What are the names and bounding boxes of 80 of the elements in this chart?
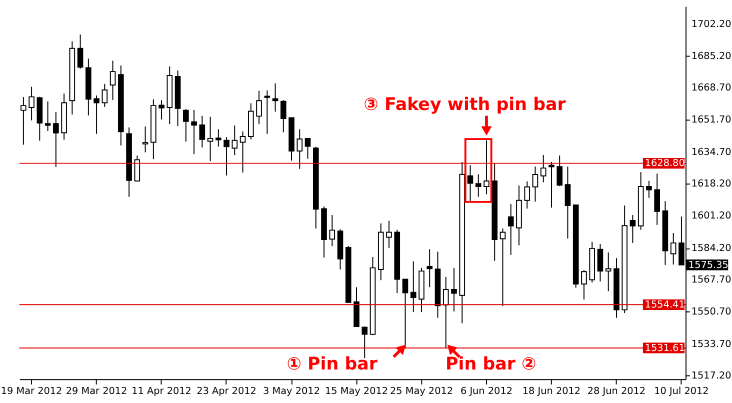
candlestick (20, 96, 26, 146)
candlestick (597, 244, 604, 282)
annotation: Pin bar ② (446, 354, 536, 374)
candlestick (304, 138, 311, 160)
candlestick (256, 90, 262, 125)
y-tick-label: 1702.20 (691, 18, 732, 30)
candlestick (646, 180, 652, 198)
x-tick-label: 15 May 2012 (324, 386, 388, 398)
candlestick (508, 203, 514, 256)
candlestick (77, 34, 84, 70)
y-tick-label: 1685.20 (691, 51, 732, 62)
candlestick (500, 228, 506, 306)
candlestick (581, 270, 587, 300)
candlestick (386, 220, 392, 248)
candlestick (142, 126, 148, 153)
candlestick (110, 60, 116, 101)
candlestick (183, 108, 189, 142)
candlestick (102, 83, 108, 108)
candlestick (207, 116, 214, 162)
x-tick-label: 25 May 2012 (390, 386, 454, 398)
x-tick-label: 10 Jul 2012 (654, 386, 709, 398)
candlestick (53, 112, 59, 168)
candlestick (451, 267, 457, 312)
candlestick (605, 252, 612, 292)
x-tick-label: 18 Jun 2012 (522, 386, 581, 398)
y-tick-label: 1517.20 (691, 370, 732, 382)
y-tick-label: 1550.70 (691, 306, 732, 318)
candlestick (44, 100, 51, 132)
candlestick (540, 154, 546, 183)
candlestick (134, 155, 140, 182)
candlestick (329, 214, 336, 247)
y-tick-label: 1567.70 (691, 274, 732, 286)
y-tick-label: 1634.70 (691, 147, 732, 158)
candlestick (532, 166, 538, 202)
candlestick (410, 260, 416, 313)
candlestick (484, 140, 490, 195)
text: 1575.35 (688, 260, 728, 271)
candlestick (442, 276, 449, 350)
y-tick-label: 1601.20 (691, 210, 732, 222)
y-tick-label: 1533.70 (691, 338, 732, 350)
y-tick-label: 1651.70 (691, 114, 732, 126)
x-tick-label: 11 Apr 2012 (132, 386, 192, 398)
x-tick-label: 29 Mar 2012 (66, 386, 128, 398)
annotation: ③ Fakey with pin bar (364, 94, 566, 115)
ref-line-label: 1628.80 (644, 158, 685, 170)
candlestick (524, 180, 530, 210)
ref-line-label: 1554.41 (644, 300, 685, 311)
candlestick (264, 90, 270, 134)
candlestick (215, 128, 222, 148)
candlestick (296, 128, 303, 170)
candlestick (670, 232, 676, 266)
candlestick (232, 125, 238, 156)
candlestick (191, 109, 197, 155)
annotation: ① Pin bar (286, 354, 378, 374)
candlestick (556, 155, 563, 187)
x-tick-label: 23 Apr 2012 (196, 386, 256, 398)
candlestick (28, 86, 34, 121)
y-tick-label: 1668.70 (691, 82, 732, 94)
x-tick-label: 6 Jun 2012 (460, 386, 513, 398)
candlestick (224, 136, 230, 176)
candlestick (272, 82, 278, 112)
x-tick-label: 19 Mar 2012 (0, 386, 62, 398)
x-tick-label: 28 Jun 2012 (587, 386, 646, 398)
candlestick (630, 214, 636, 244)
candlestick (402, 278, 408, 350)
y-tick-label: 1584.20 (691, 242, 732, 254)
candlestick (94, 95, 100, 134)
candlestick (158, 100, 164, 120)
candlestick (467, 164, 474, 202)
y-tick-label: 1618.20 (691, 178, 732, 190)
candlestick (548, 162, 554, 208)
candlestick (240, 130, 246, 174)
candlestick (280, 100, 286, 133)
ref-line-label: 1531.61 (644, 342, 685, 354)
candlestick (199, 115, 206, 148)
candlestick (564, 166, 571, 240)
candlestick (654, 173, 660, 226)
x-tick-label: 3 May 2012 (263, 386, 320, 398)
candlestick (475, 174, 482, 198)
candlestick (426, 248, 433, 288)
